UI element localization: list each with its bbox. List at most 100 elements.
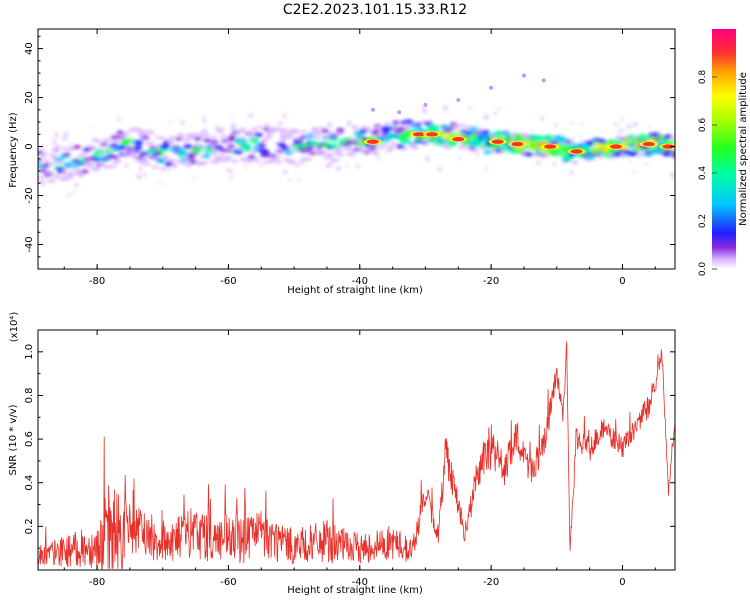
heatmap-cell	[484, 166, 488, 170]
heatmap-cell	[138, 166, 143, 172]
heatmap-cell	[231, 159, 238, 163]
heatmap-y-tick-label: -40	[24, 236, 35, 252]
heatmap-cell	[167, 140, 175, 144]
heatmap-cell	[423, 102, 428, 107]
snr-ticks: -80 -60 -40 -20 0 0.2 0.4 0.6 0.8 1.0	[24, 330, 675, 588]
heatmap-cell	[292, 141, 301, 146]
heatmap-cell	[552, 161, 557, 166]
heatmap-cell	[296, 178, 299, 181]
heatmap-cell	[202, 115, 206, 119]
heatmap-cell	[559, 141, 563, 145]
heatmap-cell	[61, 167, 67, 173]
heatmap-cell	[349, 133, 352, 136]
heatmap-cell	[89, 161, 95, 166]
heatmap-cell	[299, 130, 307, 134]
heatmap-cell	[446, 141, 457, 148]
heatmap-cell	[248, 134, 256, 139]
heatmap-cell	[636, 153, 644, 157]
heatmap-cell	[668, 136, 675, 141]
heatmap-cell	[645, 136, 651, 141]
heatmap-cell	[671, 154, 675, 159]
heatmap-cell	[359, 129, 368, 134]
heatmap-cell	[365, 127, 373, 131]
heatmap-cell	[41, 181, 46, 187]
heatmap-cell	[290, 148, 298, 153]
heatmap-y-axis-label: Frequency (Hz)	[8, 112, 19, 188]
heatmap-cell	[470, 148, 478, 153]
heatmap-cell	[346, 120, 352, 127]
heatmap-cell	[180, 120, 185, 126]
heatmap-cell	[286, 135, 294, 139]
heatmap-cell	[116, 130, 125, 135]
heatmap-cell	[382, 141, 389, 147]
heatmap-cell	[401, 147, 408, 151]
heatmap-cell	[617, 129, 622, 134]
heatmap-cell	[94, 139, 102, 143]
heatmap-cell	[226, 155, 232, 162]
heatmap-cell	[308, 140, 320, 147]
heatmap-cell	[219, 152, 226, 159]
heatmap-cell	[297, 178, 301, 182]
heatmap-cell	[620, 118, 624, 122]
heatmap-cell	[73, 144, 82, 150]
heatmap-cell	[61, 147, 69, 151]
heatmap-cell	[442, 128, 452, 134]
heatmap-cell	[144, 162, 152, 166]
heatmap-cell	[183, 143, 193, 149]
heatmap-cell	[497, 106, 501, 111]
heatmap-cell	[71, 190, 75, 194]
heatmap-cell	[344, 137, 348, 141]
heatmap-cell	[413, 122, 419, 128]
heatmap-cell	[355, 163, 361, 169]
heatmap-cell	[286, 128, 292, 135]
heatmap-cell	[523, 133, 530, 137]
heatmap-cell	[326, 121, 333, 128]
heatmap-cell	[295, 164, 300, 169]
heatmap-cell	[620, 153, 627, 157]
heatmap-cell	[334, 131, 343, 136]
heatmap-cell	[629, 159, 632, 162]
heatmap-cell	[539, 116, 545, 122]
heatmap-cell	[53, 149, 61, 153]
heatmap-cell	[168, 158, 176, 163]
heatmap-cell	[247, 159, 254, 163]
heatmap-cell	[103, 138, 110, 142]
heatmap-cell	[98, 152, 106, 157]
heatmap-cell	[203, 138, 212, 143]
heatmap-cell	[387, 132, 398, 138]
heatmap-cell	[168, 120, 172, 124]
heatmap-cell	[154, 134, 160, 140]
snr-frame	[37, 329, 676, 571]
heatmap-cell	[161, 154, 169, 159]
heatmap-cell	[375, 125, 383, 130]
heatmap-cell	[73, 182, 79, 188]
heatmap-cell	[40, 148, 45, 152]
heatmap-x-tick-label: -80	[89, 276, 105, 287]
heatmap-y-tick-label: 40	[24, 42, 35, 55]
heatmap-cell	[108, 165, 116, 169]
snr-series-line	[38, 341, 675, 570]
heatmap-cell	[159, 167, 167, 171]
heatmap-cell	[53, 175, 61, 179]
heatmap-cell	[306, 145, 315, 150]
heatmap-cell	[289, 160, 297, 165]
heatmap-cell	[293, 157, 296, 161]
heatmap-hotspot	[609, 144, 622, 149]
snr-y-multiplier: (x10⁴)	[9, 312, 20, 343]
heatmap-cell	[241, 146, 253, 152]
heatmap-cell	[228, 134, 236, 139]
heatmap-cell	[579, 134, 583, 138]
heatmap-cell	[114, 139, 122, 144]
heatmap-cell	[248, 137, 260, 144]
heatmap-cell	[485, 114, 490, 119]
heatmap-cell	[161, 143, 171, 148]
heatmap-cell	[615, 135, 623, 139]
heatmap-cell	[476, 152, 480, 156]
heatmap-cell	[143, 172, 147, 177]
heatmap-cell	[140, 164, 143, 167]
heatmap-cell	[68, 142, 72, 146]
heatmap-cell	[168, 135, 176, 140]
heatmap-cell	[133, 145, 143, 150]
